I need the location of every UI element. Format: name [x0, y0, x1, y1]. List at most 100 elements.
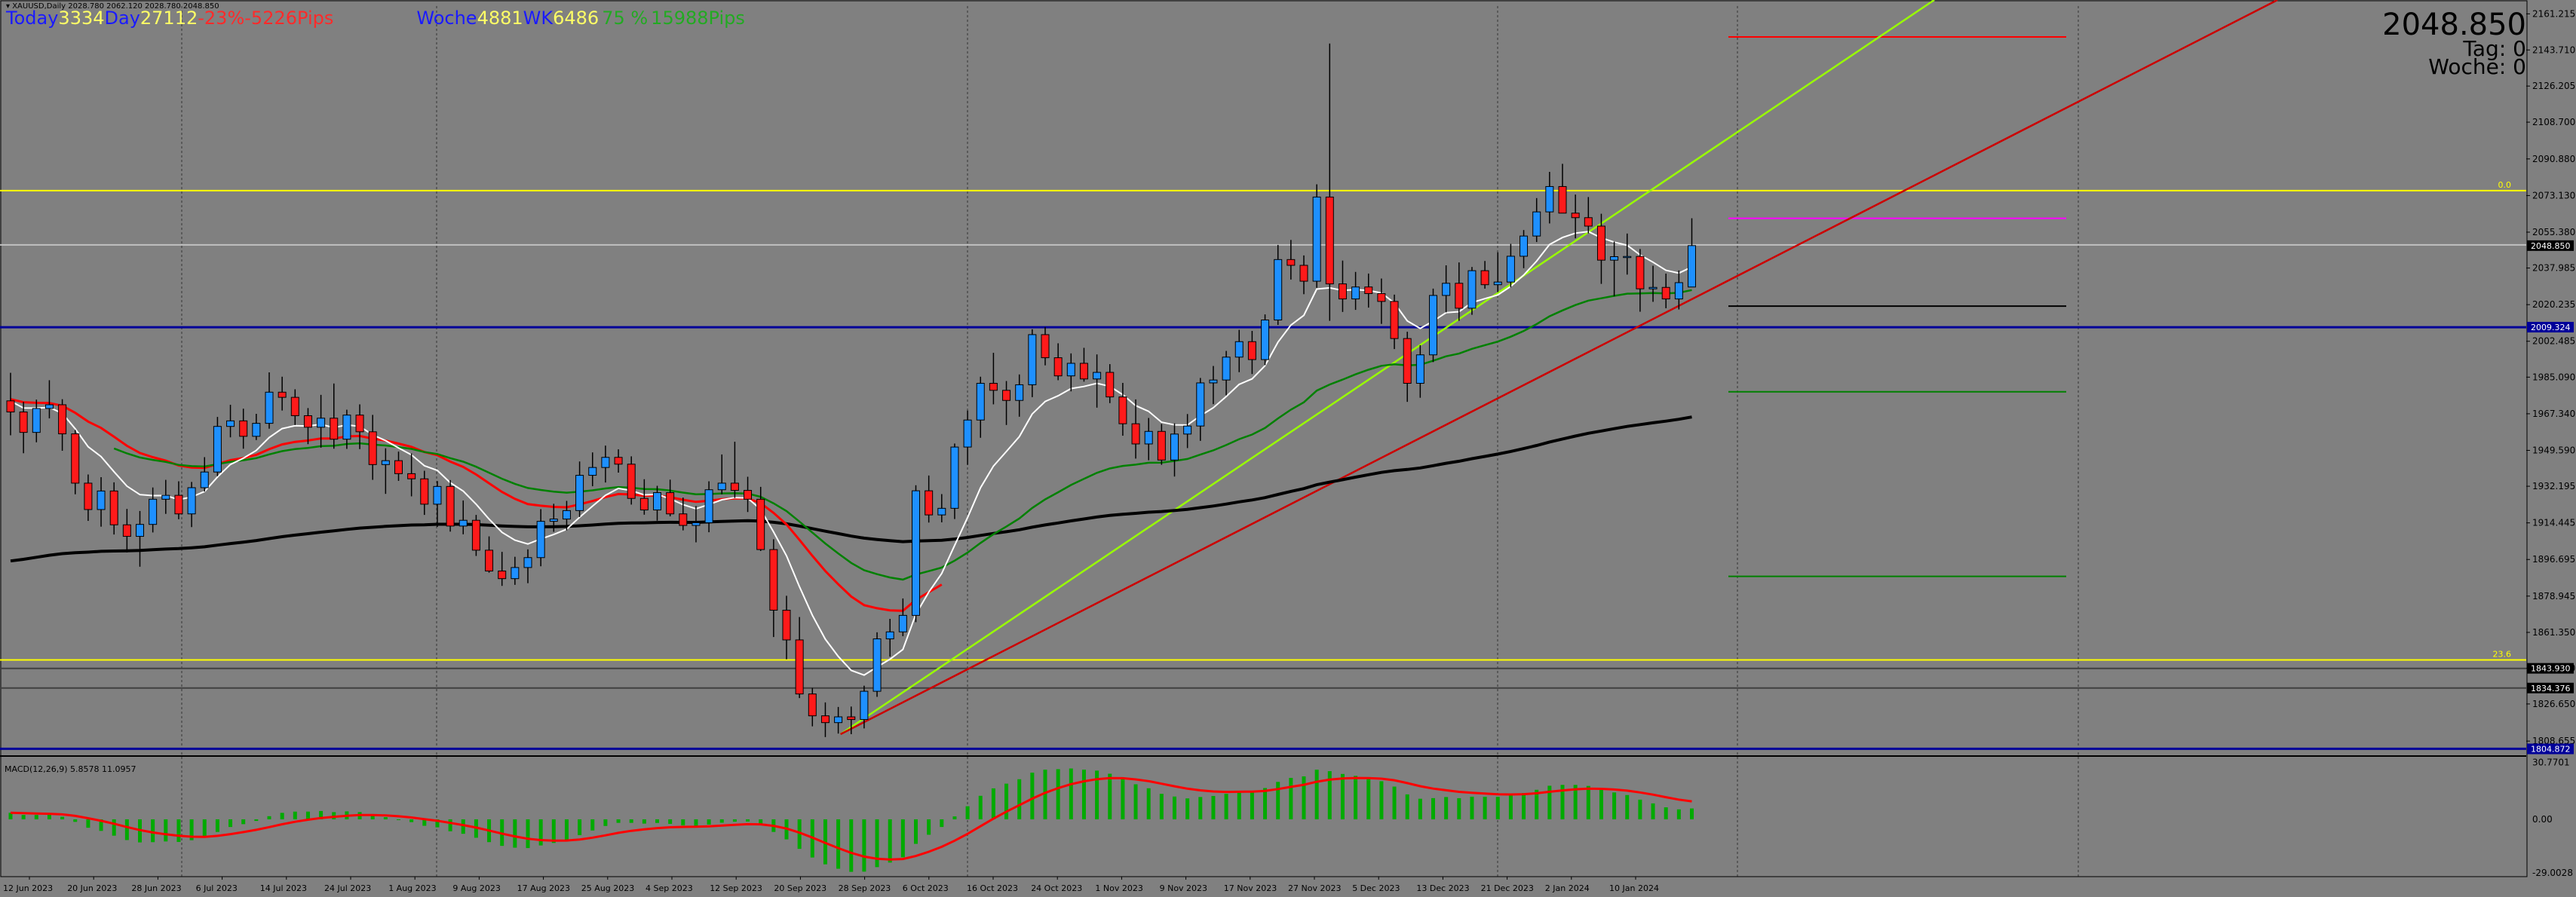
- price-marker-label: 2009.324: [2531, 323, 2571, 332]
- candle: [1053, 343, 1063, 381]
- macd-bar: [215, 819, 219, 832]
- price-tick-label: 1932.195: [2532, 481, 2575, 491]
- candle: [1209, 366, 1218, 405]
- candle: [1299, 255, 1308, 295]
- candle: [1429, 288, 1437, 363]
- date-tick-label: 6 Oct 2023: [903, 883, 949, 893]
- macd-bar: [1224, 794, 1228, 819]
- macd-bar: [73, 819, 78, 822]
- candle: [1079, 347, 1088, 382]
- macd-bar: [409, 819, 414, 822]
- candle-body: [498, 571, 507, 580]
- macd-bar: [1276, 782, 1280, 819]
- price-tick-label: 1861.350: [2532, 627, 2575, 638]
- candle-body: [471, 519, 480, 551]
- candle-body: [1196, 382, 1205, 427]
- candle-body: [1674, 282, 1683, 300]
- candle-body: [744, 490, 753, 500]
- tag-value: 0: [2513, 36, 2526, 61]
- candle-body: [692, 522, 701, 526]
- candle: [963, 410, 972, 465]
- candle-body: [717, 482, 726, 491]
- macd-bar: [1263, 788, 1268, 819]
- candle-body: [872, 638, 882, 692]
- stat-text: 27112: [140, 8, 198, 29]
- candle-body: [446, 485, 455, 527]
- candle: [1377, 278, 1386, 324]
- macd-bar: [1535, 789, 1539, 819]
- candle: [187, 482, 196, 528]
- price-tick-label: 1985.090: [2532, 372, 2575, 382]
- candle: [19, 402, 28, 454]
- macd-bar: [1173, 796, 1176, 819]
- candle: [1118, 382, 1127, 436]
- stat-text: 75 %: [602, 8, 649, 29]
- macd-bar: [1625, 794, 1630, 819]
- candle: [1144, 418, 1153, 461]
- candles-group: [6, 43, 1696, 737]
- candle-body: [174, 494, 183, 515]
- macd-bar: [1638, 799, 1642, 819]
- macd-bar: [151, 819, 155, 843]
- candle: [1274, 244, 1283, 326]
- candle-body: [898, 614, 907, 632]
- tag-counter: Tag: 0: [2463, 36, 2526, 61]
- candle: [1520, 230, 1529, 268]
- macd-bar: [1457, 798, 1461, 819]
- candle: [511, 556, 520, 585]
- macd-bar: [862, 819, 866, 872]
- macd-bar: [888, 819, 892, 863]
- candle: [627, 456, 636, 505]
- candle-body: [381, 460, 390, 465]
- candle-body: [1222, 357, 1231, 381]
- candle-body: [1623, 256, 1632, 259]
- candle-body: [1041, 334, 1050, 359]
- tag-label: Tag:: [2463, 36, 2507, 61]
- candle-body: [1584, 217, 1593, 227]
- macd-bar: [370, 815, 375, 819]
- candle: [1688, 218, 1696, 288]
- woche-label: Woche:: [2428, 54, 2507, 79]
- candle: [1545, 172, 1554, 224]
- price-tick-label: 2055.380: [2532, 227, 2575, 237]
- macd-bar: [1302, 776, 1306, 819]
- candle: [84, 474, 93, 522]
- candle-body: [1066, 363, 1075, 377]
- macd-bar: [1405, 794, 1409, 819]
- macd-bar: [681, 819, 685, 825]
- macd-bar: [319, 810, 324, 819]
- candle: [265, 372, 274, 429]
- candle: [898, 598, 907, 637]
- macd-bar: [551, 819, 556, 843]
- candle-body: [226, 420, 235, 427]
- candle: [471, 515, 480, 556]
- price-tick-label: 1914.445: [2532, 518, 2575, 528]
- candle-body: [1312, 196, 1321, 282]
- macd-bar: [914, 819, 918, 844]
- candle: [588, 452, 597, 487]
- macd-bar: [1289, 777, 1293, 819]
- candle: [278, 376, 287, 411]
- candle: [1661, 273, 1670, 308]
- candle: [1610, 241, 1619, 297]
- candle-body: [730, 482, 739, 491]
- stats-row: Today3334Day27112-23%-5226Pips Woche4881W…: [6, 8, 745, 29]
- candle: [860, 685, 869, 729]
- candle: [6, 372, 15, 436]
- date-tick-label: 10 Jan 2024: [1609, 883, 1659, 893]
- date-tick-label: 1 Aug 2023: [388, 883, 436, 893]
- candle: [1247, 331, 1256, 375]
- candle-body: [1053, 357, 1063, 377]
- price-tick-label: 1878.945: [2532, 591, 2575, 602]
- candle: [666, 479, 675, 517]
- candle-body: [976, 383, 985, 421]
- macd-bar: [1560, 785, 1565, 819]
- candle: [976, 376, 985, 438]
- candle-body: [523, 557, 532, 568]
- candle: [420, 470, 429, 516]
- candle: [368, 415, 377, 480]
- macd-bar: [21, 815, 26, 819]
